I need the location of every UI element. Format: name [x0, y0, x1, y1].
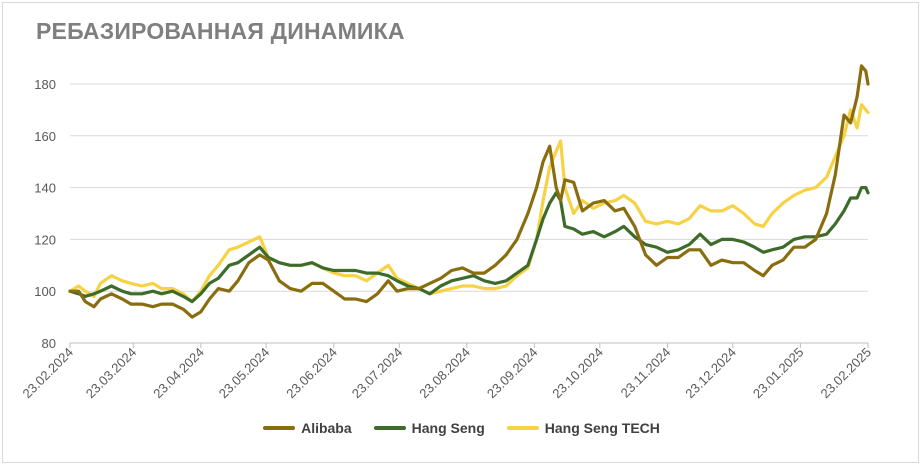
x-tick-label: 23.10.2024 [549, 345, 606, 402]
legend-label-alibaba: Alibaba [301, 420, 352, 436]
x-axis-ticks: 23.02.2024 23.03.2024 23.04.2024 23.05.2024… [19, 343, 874, 401]
x-tick-label: 23.08.2024 [416, 345, 473, 402]
x-tick-label: 23.09.2024 [484, 345, 541, 402]
series-line-hang-seng [68, 186, 870, 304]
x-tick-label: 23.11.2024 [618, 345, 674, 401]
y-tick-label: 100 [34, 284, 56, 299]
series-line-hang-seng-tech [68, 103, 870, 304]
y-tick-label: 120 [34, 232, 56, 247]
y-tick-label: 180 [34, 77, 56, 92]
x-tick-label: 23.06.2024 [283, 345, 340, 402]
x-tick-label: 23.03.2024 [83, 345, 140, 402]
y-tick-label: 160 [34, 129, 56, 144]
x-tick-label: 23.12.2024 [682, 345, 739, 402]
y-axis-ticks: 80 100 120 140 160 180 [34, 77, 56, 351]
legend-label-hang-seng-tech: Hang Seng TECH [544, 420, 660, 436]
x-tick-label: 23.07.2024 [349, 345, 406, 402]
chart-title: РЕБАЗИРОВАННАЯ ДИНАМИКА [36, 18, 405, 44]
legend-label-hang-seng: Hang Seng [411, 420, 485, 436]
legend-item-hang-seng-tech: Hang Seng TECH [506, 420, 660, 436]
gridlines [70, 83, 868, 344]
legend-swatch-hang-seng [373, 426, 406, 430]
y-tick-label: 80 [42, 336, 56, 351]
legend-item-hang-seng: Hang Seng [373, 420, 485, 436]
x-tick-label: 23.05.2024 [216, 345, 273, 402]
legend-item-alibaba: Alibaba [263, 420, 352, 436]
x-tick-label: 23.02.2024 [19, 345, 76, 402]
x-tick-label: 23.01.2025 [750, 345, 807, 402]
legend-swatch-hang-seng-tech [506, 426, 539, 430]
x-tick-label: 23.02.2025 [817, 345, 874, 402]
legend-swatch-alibaba [263, 426, 296, 430]
series-lines [68, 64, 870, 319]
series-line-alibaba [68, 64, 870, 319]
x-tick-label: 23.04.2024 [150, 345, 207, 402]
legend: Alibaba Hang Seng Hang Seng TECH [0, 420, 923, 436]
y-tick-label: 140 [34, 181, 56, 196]
